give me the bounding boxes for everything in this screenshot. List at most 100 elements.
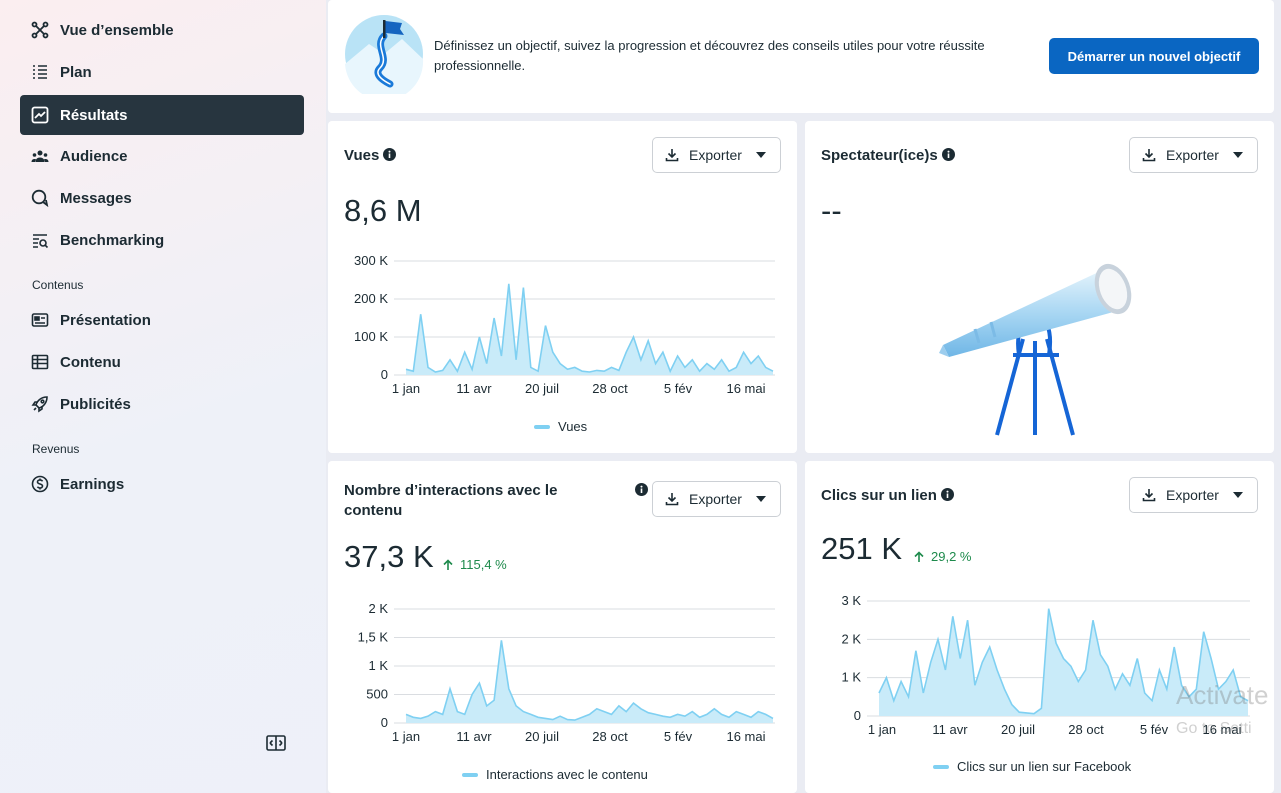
nav-label: Présentation: [60, 311, 151, 329]
x-tick-label: 1 jan: [868, 722, 896, 737]
x-tick-label: 5 fév: [1140, 722, 1169, 737]
export-label: Exporter: [1166, 487, 1219, 503]
nav-label: Publicités: [60, 395, 131, 413]
views-value: 8,6 M: [344, 193, 422, 228]
overview-icon: [30, 20, 50, 40]
goal-flag-illustration: [345, 15, 424, 94]
nav-item-overview[interactable]: Vue d’ensemble: [20, 10, 304, 50]
export-label: Exporter: [1166, 147, 1219, 163]
nav-label: Audience: [60, 147, 128, 165]
x-tick-label: 5 fév: [664, 381, 693, 396]
info-icon[interactable]: [940, 488, 954, 501]
arrow-up-icon: [443, 558, 453, 570]
link-clicks-chart: 0 1 K 2 K 3 K 1 jan 11 avr 20 juil 28 oct 5 fév 1…: [841, 593, 1250, 737]
views-title: Vues: [344, 147, 397, 164]
series-area: [879, 608, 1248, 716]
info-icon[interactable]: [635, 483, 648, 496]
nav-item-content[interactable]: Contenu: [20, 342, 304, 382]
x-tick-label: 16 mai: [1202, 722, 1241, 737]
section-label-revenue: Revenus: [32, 442, 80, 456]
nav-item-results[interactable]: Résultats: [20, 95, 304, 135]
nav-item-presentation[interactable]: Présentation: [20, 300, 304, 340]
link-clicks-delta: 29,2 %: [913, 549, 971, 564]
nav-item-audience[interactable]: Audience: [20, 136, 304, 176]
export-button[interactable]: Exporter: [652, 137, 781, 173]
watermark-settings: Go to Setti: [1176, 720, 1252, 737]
y-tick-label: 0: [854, 708, 861, 723]
goal-description: Définissez un objectif, suivez la progre…: [434, 38, 985, 73]
people-icon: [30, 146, 50, 166]
export-button[interactable]: Exporter: [652, 481, 781, 517]
series-line: [878, 608, 1249, 715]
download-icon: [1142, 149, 1156, 162]
views-chart: 0 100 K 200 K 300 K 1 jan 11 avr 20 juil 28 oct…: [354, 253, 775, 396]
chart-icon: [30, 105, 50, 125]
y-tick-label: 100 K: [354, 329, 388, 344]
info-icon[interactable]: [941, 148, 955, 161]
start-new-goal-button[interactable]: Démarrer un nouvel objectif: [1049, 38, 1259, 74]
nav-item-ads[interactable]: Publicités: [20, 384, 304, 424]
dollar-icon: [30, 474, 50, 494]
download-icon: [665, 493, 679, 506]
y-tick-label: 200 K: [354, 291, 388, 306]
export-button[interactable]: Exporter: [1129, 477, 1258, 513]
nav-label: Earnings: [60, 475, 125, 493]
nav-label: Vue d’ensemble: [60, 21, 174, 39]
sidebar: Vue d’ensemble Plan Résultats Audience M…: [0, 0, 326, 793]
nav-label: Plan: [60, 63, 92, 81]
chart-legend: Vues: [534, 419, 587, 434]
main-content: Définissez un objectif, suivez la progre…: [326, 0, 1281, 793]
y-tick-label: 0: [381, 367, 388, 382]
interactions-chart: 0 500 1 K 1,5 K 2 K 1 jan 11 avr 20 juil 28 oct 5…: [358, 601, 775, 744]
y-tick-label: 2 K: [841, 631, 861, 646]
viewers-card: Spectateur(ice)s Exporter --: [805, 121, 1274, 453]
legend-label: Vues: [558, 419, 588, 434]
nav-label: Résultats: [60, 106, 128, 124]
nav-item-benchmarking[interactable]: Benchmarking: [20, 220, 304, 260]
interactions-title: Nombre d’interactions avec le contenu: [344, 482, 558, 519]
viewers-title: Spectateur(ice)s: [821, 147, 955, 164]
chevron-down-icon: [1233, 152, 1243, 158]
x-tick-label: 28 oct: [1068, 722, 1104, 737]
nav-item-plan[interactable]: Plan: [20, 52, 304, 92]
collapse-sidebar-icon[interactable]: [266, 734, 286, 752]
nav-label: Contenu: [60, 353, 121, 371]
chart-legend: Clics sur un lien sur Facebook: [933, 759, 1131, 774]
x-tick-label: 11 avr: [456, 729, 492, 744]
interactions-card: Nombre d’interactions avec le contenu Ex…: [328, 461, 797, 793]
y-tick-label: 3 K: [841, 593, 861, 608]
legend-label: Clics sur un lien sur Facebook: [957, 759, 1132, 774]
chat-icon: [30, 188, 50, 208]
x-tick-label: 1 jan: [392, 729, 420, 744]
download-icon: [665, 149, 679, 162]
download-icon: [1142, 489, 1156, 502]
list-icon: [30, 62, 50, 82]
views-card: Vues Exporter 8,6 M 0 100 K 200 K 300 K 1 ja…: [328, 121, 797, 453]
y-tick-label: 2 K: [368, 601, 388, 616]
legend-label: Interactions avec le contenu: [486, 767, 648, 782]
series-line: [405, 640, 774, 721]
viewers-value: --: [821, 193, 842, 228]
y-tick-label: 500: [366, 687, 388, 702]
legend-swatch: [462, 772, 478, 777]
x-tick-label: 5 fév: [664, 729, 693, 744]
legend-swatch: [933, 764, 949, 769]
interactions-delta: 115,4 %: [442, 557, 507, 572]
export-button[interactable]: Exporter: [1129, 137, 1258, 173]
arrow-up-icon: [914, 550, 924, 562]
series-area: [406, 640, 773, 723]
benchmark-icon: [30, 230, 50, 250]
rocket-icon: [30, 394, 50, 414]
series-area: [406, 283, 773, 375]
info-icon[interactable]: [383, 148, 397, 161]
x-tick-label: 20 juil: [525, 381, 559, 396]
x-tick-label: 20 juil: [1001, 722, 1035, 737]
link-clicks-title: Clics sur un lien: [821, 487, 954, 504]
nav-item-earnings[interactable]: Earnings: [20, 464, 304, 504]
interactions-value: 37,3 K: [344, 539, 434, 574]
table-icon: [30, 352, 50, 372]
x-tick-label: 28 oct: [592, 381, 628, 396]
export-label: Exporter: [689, 491, 742, 507]
nav-item-messages[interactable]: Messages: [20, 178, 304, 218]
x-tick-label: 11 avr: [932, 722, 968, 737]
